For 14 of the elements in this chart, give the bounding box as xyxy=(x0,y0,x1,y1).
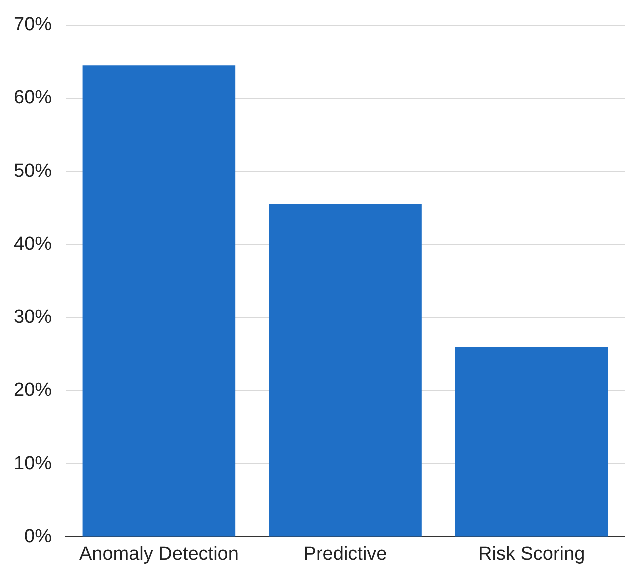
x-tick-label: Anomaly Detection xyxy=(79,544,239,565)
y-tick-label: 60% xyxy=(14,88,52,109)
x-tick-label: Risk Scoring xyxy=(478,544,586,565)
y-tick-label: 0% xyxy=(24,526,52,548)
y-tick-label: 20% xyxy=(14,380,52,402)
x-tick-label: Predictive xyxy=(304,544,388,565)
y-tick-label: 70% xyxy=(14,14,52,36)
y-tick-label: 40% xyxy=(14,234,52,255)
bar xyxy=(455,347,608,537)
y-tick-label: 10% xyxy=(14,453,52,474)
bar xyxy=(82,66,236,537)
bar xyxy=(269,204,422,537)
y-tick-label: 50% xyxy=(14,160,52,182)
y-tick-label: 30% xyxy=(14,307,52,328)
